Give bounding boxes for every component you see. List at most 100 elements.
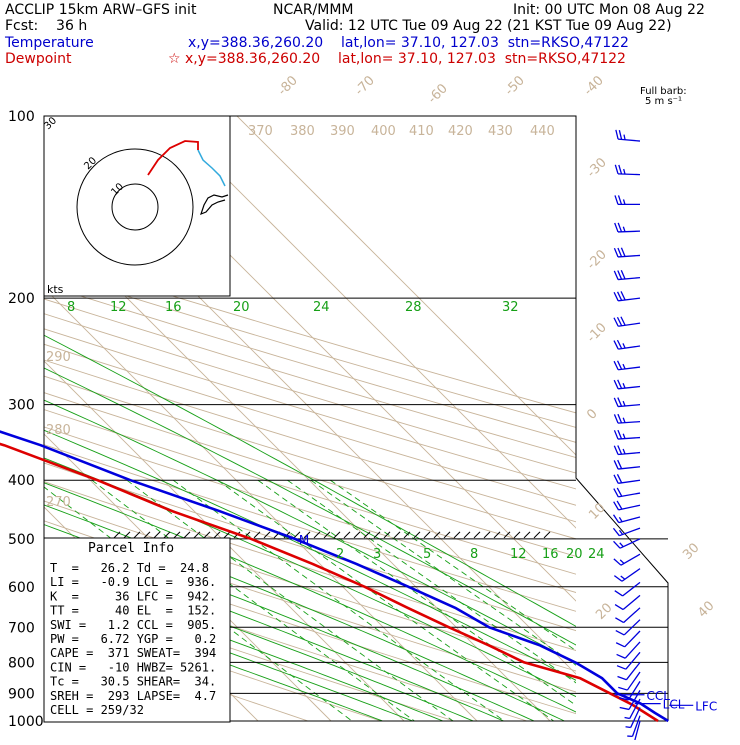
wind-barb	[614, 270, 640, 279]
wind-barb	[614, 414, 640, 423]
wind-barb	[614, 554, 640, 565]
wind-barb	[614, 340, 640, 349]
theta-label: 440	[530, 124, 555, 139]
theta-label: 280	[46, 423, 71, 438]
mixing-ratio-label: 12	[510, 547, 527, 562]
hatch-tick	[424, 532, 430, 538]
parcel-info-row: T = 26.2 Td = 24.8	[50, 561, 209, 575]
theta-label: 290	[46, 350, 71, 365]
annotation-m: M	[299, 533, 309, 547]
pressure-label: 100	[8, 109, 35, 125]
wind-barb	[614, 515, 640, 523]
theta-label: 270	[46, 495, 71, 510]
hatch-tick	[134, 532, 140, 538]
parcel-info-panel: Parcel Info T = 26.2 Td = 24.8LI = -0.9 …	[44, 538, 230, 722]
isotherm-label: 40	[695, 599, 717, 621]
wind-barb	[614, 291, 640, 300]
parcel-info-row: SWI = 1.2 CCL = 905.	[50, 618, 216, 632]
barb-legend-units: 5 m s⁻¹	[645, 96, 682, 107]
wind-barb	[615, 195, 640, 204]
hatch-tick	[174, 532, 180, 538]
annotation-lcl: LCL	[663, 698, 685, 712]
pressure-label: 500	[8, 532, 35, 548]
parcel-info-row: CIN = -10 HWBZ= 5261.	[50, 660, 216, 674]
wind-barb	[614, 361, 640, 370]
pressure-label: 400	[8, 473, 35, 489]
wind-barb	[614, 569, 640, 582]
isotherm-label: -80	[275, 73, 301, 99]
wind-barb	[615, 582, 640, 596]
isotherm-label: -50	[502, 73, 528, 99]
wind-barb	[614, 317, 640, 326]
mixing-ratio-label: 24	[588, 547, 605, 562]
mixing-ratio-label: 24	[313, 300, 330, 315]
isotherm-label: -40	[581, 73, 607, 99]
pressure-label: 800	[8, 655, 35, 671]
mixing-ratio-label: 20	[233, 300, 250, 315]
header-init: Init: 00 UTC Mon 08 Aug 22	[513, 2, 705, 18]
pressure-label: 600	[8, 580, 35, 596]
wind-barb	[614, 398, 640, 407]
hatch-tick	[474, 532, 480, 538]
mixing-ratio-label: 16	[165, 300, 182, 315]
hatch-tick	[344, 532, 350, 538]
mixing-ratio-label: 12	[110, 300, 127, 315]
hatch-tick	[394, 532, 400, 538]
wind-barb	[616, 631, 640, 647]
hatch-tick	[454, 532, 460, 538]
parcel-info-title: Parcel Info	[88, 541, 174, 556]
wind-barb	[614, 460, 640, 469]
wind-barb	[614, 474, 640, 483]
isotherm-label: 30	[680, 541, 702, 563]
theta-label: 400	[371, 124, 396, 139]
parcel-info-row: K = 36 LFC = 942.	[50, 589, 216, 603]
pressure-label: 200	[8, 291, 35, 307]
hatch-tick	[534, 532, 540, 538]
pressure-label: 700	[8, 620, 35, 636]
parcel-info-row: Tc = 30.5 SHEAR= 34.	[50, 675, 216, 689]
wind-barb	[619, 681, 640, 700]
mixing-ratio-line	[218, 480, 572, 734]
header-valid-time: Valid: 12 UTC Tue 09 Aug 22 (21 KST Tue …	[305, 18, 672, 34]
mixing-ratio-label: 8	[67, 300, 75, 315]
temperature-legend: Temperature	[4, 35, 94, 51]
mixing-ratio-label: 5	[423, 547, 431, 562]
hatch-tick	[464, 532, 470, 538]
mixing-ratio-label: 16	[542, 547, 559, 562]
parcel-info-row: LI = -0.9 LCL = 936.	[50, 575, 216, 589]
isotherm-label: -20	[584, 247, 610, 273]
wind-barb	[615, 223, 640, 232]
mixing-ratio-label: 2	[336, 547, 344, 562]
isotherm-label: -70	[352, 73, 378, 99]
mixing-ratio-label: 3	[373, 547, 381, 562]
wind-barb	[614, 380, 640, 389]
isotherm-label: 0	[584, 406, 600, 422]
isotherm-line	[237, 116, 740, 734]
mixing-ratio-line	[330, 480, 698, 734]
hatch-tick	[354, 532, 360, 538]
hodograph-frame	[44, 116, 230, 296]
hatch-tick	[524, 532, 530, 538]
theta-label: 410	[409, 124, 434, 139]
wind-barb	[615, 608, 640, 623]
annotation-lfc: LFC	[695, 699, 717, 713]
hatch-tick	[544, 532, 550, 538]
pressure-label: 1000	[8, 714, 44, 730]
wind-barb	[614, 488, 640, 497]
parcel-info-row: PW = 6.72 YGP = 0.2	[50, 632, 216, 646]
hatch-tick	[484, 532, 490, 538]
wind-barb	[616, 130, 640, 141]
isotherm-label: 10	[586, 501, 608, 523]
mixing-ratio-label: 32	[502, 300, 519, 315]
theta-label: 430	[488, 124, 513, 139]
theta-label: 370	[248, 124, 273, 139]
isotherm-label: -10	[584, 320, 610, 346]
wind-barb	[614, 248, 640, 257]
mixing-ratio-label: 28	[405, 300, 422, 315]
isotherm-label: -30	[584, 155, 610, 181]
dewpoint-legend: Dewpoint	[5, 51, 72, 67]
hatch-tick	[214, 532, 220, 538]
isotherm-label: -60	[425, 81, 451, 107]
